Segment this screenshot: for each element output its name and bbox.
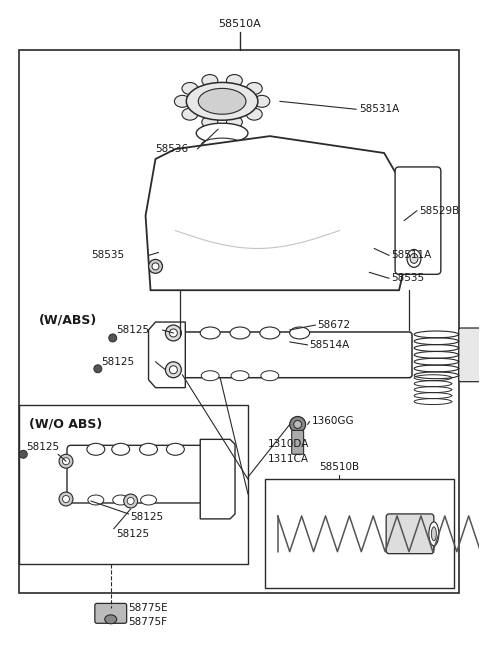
- Circle shape: [169, 329, 178, 337]
- Ellipse shape: [200, 327, 220, 339]
- Circle shape: [19, 450, 27, 458]
- Ellipse shape: [182, 108, 198, 120]
- Ellipse shape: [198, 89, 246, 114]
- Text: (W/O ABS): (W/O ABS): [29, 418, 102, 431]
- Text: 58535: 58535: [91, 250, 124, 260]
- Text: 1310DA: 1310DA: [268, 440, 309, 449]
- Text: 58531A: 58531A: [360, 104, 399, 114]
- Text: 58775F: 58775F: [129, 618, 168, 627]
- Text: 1360GG: 1360GG: [312, 417, 354, 426]
- Bar: [19, 50, 459, 593]
- Text: 58672: 58672: [318, 320, 351, 330]
- Text: 1311CA: 1311CA: [268, 454, 309, 464]
- Circle shape: [169, 366, 178, 374]
- Polygon shape: [148, 322, 185, 388]
- Ellipse shape: [246, 108, 262, 120]
- Circle shape: [290, 417, 306, 432]
- Ellipse shape: [227, 74, 242, 87]
- Ellipse shape: [290, 327, 310, 339]
- Text: 58125: 58125: [131, 512, 164, 522]
- Ellipse shape: [261, 371, 279, 380]
- Circle shape: [152, 263, 159, 270]
- FancyBboxPatch shape: [95, 603, 127, 623]
- Ellipse shape: [260, 327, 280, 339]
- Text: 58125: 58125: [101, 357, 134, 367]
- Ellipse shape: [196, 124, 248, 143]
- Ellipse shape: [407, 250, 421, 267]
- FancyBboxPatch shape: [292, 430, 304, 454]
- Text: 58535: 58535: [391, 273, 424, 283]
- FancyBboxPatch shape: [395, 167, 441, 275]
- Circle shape: [62, 458, 70, 464]
- Circle shape: [94, 365, 102, 373]
- Ellipse shape: [230, 327, 250, 339]
- Circle shape: [59, 454, 73, 468]
- Ellipse shape: [432, 527, 436, 541]
- Ellipse shape: [254, 95, 270, 107]
- Ellipse shape: [105, 615, 117, 623]
- Ellipse shape: [140, 443, 157, 455]
- Circle shape: [166, 362, 181, 378]
- Ellipse shape: [112, 443, 130, 455]
- Ellipse shape: [88, 495, 104, 505]
- FancyBboxPatch shape: [178, 332, 412, 378]
- Text: (W/ABS): (W/ABS): [39, 313, 97, 327]
- Text: 58125: 58125: [116, 529, 149, 539]
- Ellipse shape: [87, 443, 105, 455]
- Ellipse shape: [141, 495, 156, 505]
- Text: 58510B: 58510B: [319, 462, 360, 472]
- Circle shape: [127, 497, 134, 505]
- FancyBboxPatch shape: [386, 514, 434, 554]
- Circle shape: [124, 494, 138, 508]
- Text: 58125: 58125: [26, 442, 60, 452]
- Text: 58536: 58536: [156, 144, 189, 154]
- Ellipse shape: [227, 116, 242, 128]
- Circle shape: [148, 260, 162, 273]
- Text: 58125: 58125: [116, 325, 149, 335]
- FancyBboxPatch shape: [459, 328, 480, 382]
- Ellipse shape: [113, 495, 129, 505]
- Ellipse shape: [182, 83, 198, 95]
- Text: 58529B: 58529B: [419, 206, 459, 215]
- Circle shape: [62, 495, 70, 503]
- Text: 58510A: 58510A: [218, 19, 262, 29]
- Ellipse shape: [174, 95, 190, 107]
- Text: 58775E: 58775E: [129, 603, 168, 614]
- FancyBboxPatch shape: [67, 445, 222, 503]
- Ellipse shape: [202, 74, 218, 87]
- Ellipse shape: [201, 371, 219, 380]
- Ellipse shape: [429, 522, 439, 546]
- Circle shape: [109, 334, 117, 342]
- Circle shape: [294, 420, 301, 428]
- Polygon shape: [145, 136, 407, 290]
- Circle shape: [166, 325, 181, 341]
- Ellipse shape: [246, 83, 262, 95]
- Ellipse shape: [410, 254, 418, 263]
- Ellipse shape: [167, 443, 184, 455]
- Text: 58511A: 58511A: [391, 250, 432, 260]
- Ellipse shape: [202, 116, 218, 128]
- Ellipse shape: [186, 82, 258, 120]
- Bar: [265, 479, 454, 589]
- Text: 58514A: 58514A: [310, 340, 350, 350]
- Ellipse shape: [201, 138, 243, 152]
- Polygon shape: [200, 440, 235, 519]
- Bar: [19, 405, 248, 564]
- Ellipse shape: [231, 371, 249, 380]
- Circle shape: [59, 492, 73, 506]
